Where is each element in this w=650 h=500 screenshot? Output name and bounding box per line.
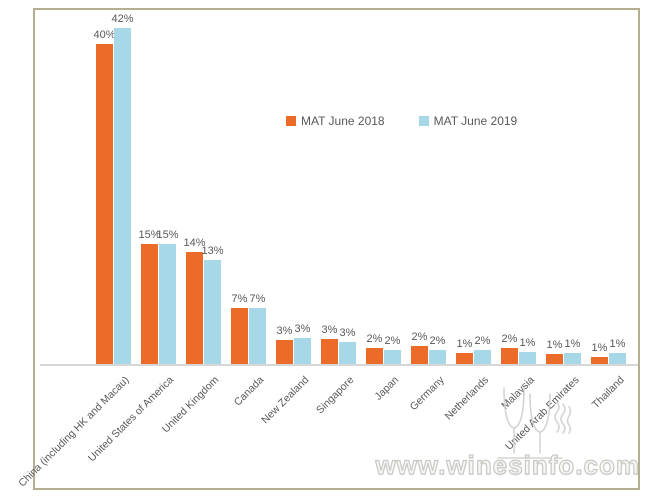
value-label: 15% — [138, 229, 161, 241]
bar-mat-june-2019-9 — [474, 350, 491, 364]
bar-mat-june-2018-1 — [96, 44, 113, 364]
value-label: 3% — [276, 325, 293, 337]
x-axis-line — [40, 364, 638, 366]
value-label: 1% — [591, 342, 608, 354]
bar-mat-june-2018-9 — [456, 353, 473, 364]
bar-mat-june-2018-10 — [501, 348, 518, 364]
bar-mat-june-2018-8 — [411, 346, 428, 364]
value-label: 7% — [231, 293, 248, 305]
bar-mat-june-2018-2 — [141, 244, 158, 364]
value-label: 13% — [201, 245, 224, 257]
value-label: 2% — [366, 333, 383, 345]
x-axis-label: United States of America — [86, 374, 177, 465]
value-label: 1% — [609, 338, 626, 350]
x-axis-label: New Zealand — [259, 374, 312, 427]
value-label: 2% — [501, 333, 518, 345]
value-label: 14% — [183, 237, 206, 249]
legend-label-2019: MAT June 2019 — [433, 114, 518, 128]
x-axis-label: Singapore — [314, 374, 357, 417]
x-axis-label: Japan — [372, 374, 402, 403]
bar-mat-june-2018-12 — [591, 357, 608, 364]
bar-mat-june-2018-3 — [186, 252, 203, 364]
bar-mat-june-2019-1 — [114, 28, 131, 364]
value-label: 1% — [456, 338, 473, 350]
bar-mat-june-2019-11 — [564, 353, 581, 364]
bar-mat-june-2019-3 — [204, 260, 221, 364]
value-label: 40% — [93, 29, 116, 41]
bar-mat-june-2018-5 — [276, 340, 293, 364]
value-label: 2% — [474, 335, 491, 347]
value-label: 2% — [429, 335, 446, 347]
bar-mat-june-2019-7 — [384, 350, 401, 364]
legend: MAT June 2018 MAT June 2019 — [286, 114, 517, 128]
watermark-text: www.winesinfo.com — [375, 449, 640, 480]
value-label: 1% — [519, 337, 536, 349]
bar-mat-june-2019-2 — [159, 244, 176, 364]
legend-label-2018: MAT June 2018 — [301, 114, 385, 128]
value-label: 3% — [321, 324, 338, 336]
legend-swatch-2018 — [286, 116, 296, 126]
bar-mat-june-2018-6 — [321, 339, 338, 364]
legend-item-2019: MAT June 2019 — [418, 114, 518, 128]
value-label: 2% — [411, 331, 428, 343]
value-label: 7% — [249, 293, 266, 305]
legend-swatch-2019 — [418, 116, 429, 126]
legend-item-2018: MAT June 2018 — [286, 114, 385, 128]
x-axis-label: Germany — [407, 374, 447, 414]
bar-mat-june-2018-11 — [546, 354, 563, 364]
bar-mat-june-2019-5 — [294, 338, 311, 364]
bar-mat-june-2019-10 — [519, 352, 536, 364]
bar-mat-june-2019-6 — [339, 342, 356, 364]
bar-mat-june-2019-8 — [429, 350, 446, 364]
x-axis-label: Thailand — [589, 374, 627, 411]
value-label: 1% — [564, 338, 581, 350]
value-label: 3% — [294, 323, 311, 335]
value-label: 15% — [156, 229, 179, 241]
bar-mat-june-2018-4 — [231, 308, 248, 364]
bar-mat-june-2018-7 — [366, 348, 383, 364]
chart-frame — [33, 8, 640, 490]
bar-mat-june-2019-12 — [609, 353, 626, 364]
value-label: 1% — [546, 339, 563, 351]
x-axis-label: Canada — [231, 374, 267, 409]
value-label: 3% — [339, 327, 356, 339]
wine-glasses-icon — [497, 387, 572, 459]
bar-mat-june-2019-4 — [249, 308, 266, 364]
value-label: 2% — [384, 335, 401, 347]
value-label: 42% — [111, 13, 134, 25]
